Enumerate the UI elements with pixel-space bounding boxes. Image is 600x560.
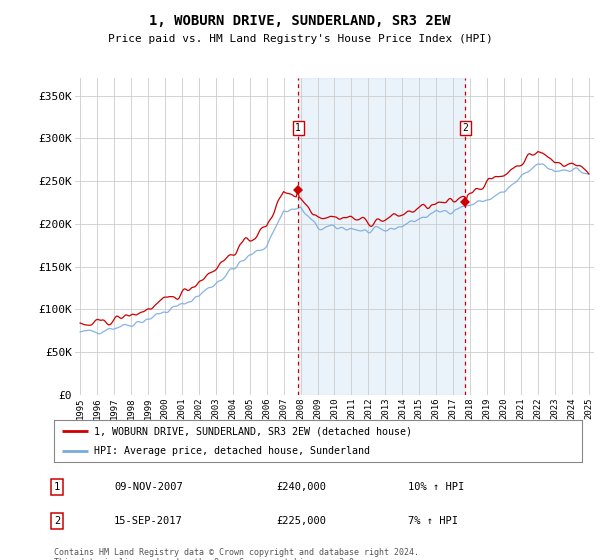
Text: 1, WOBURN DRIVE, SUNDERLAND, SR3 2EW: 1, WOBURN DRIVE, SUNDERLAND, SR3 2EW bbox=[149, 14, 451, 28]
Text: 2: 2 bbox=[463, 123, 468, 133]
Bar bbox=[298, 78, 465, 395]
Text: £240,000: £240,000 bbox=[276, 482, 326, 492]
Text: 2: 2 bbox=[54, 516, 60, 526]
Text: HPI: Average price, detached house, Sunderland: HPI: Average price, detached house, Sund… bbox=[94, 446, 370, 456]
Text: 1: 1 bbox=[295, 123, 301, 133]
Text: 09-NOV-2007: 09-NOV-2007 bbox=[114, 482, 183, 492]
Text: 7% ↑ HPI: 7% ↑ HPI bbox=[408, 516, 458, 526]
Text: Price paid vs. HM Land Registry's House Price Index (HPI): Price paid vs. HM Land Registry's House … bbox=[107, 34, 493, 44]
Text: 15-SEP-2017: 15-SEP-2017 bbox=[114, 516, 183, 526]
Text: Contains HM Land Registry data © Crown copyright and database right 2024.
This d: Contains HM Land Registry data © Crown c… bbox=[54, 548, 419, 560]
Text: 1: 1 bbox=[54, 482, 60, 492]
Text: £225,000: £225,000 bbox=[276, 516, 326, 526]
Text: 10% ↑ HPI: 10% ↑ HPI bbox=[408, 482, 464, 492]
Text: 1, WOBURN DRIVE, SUNDERLAND, SR3 2EW (detached house): 1, WOBURN DRIVE, SUNDERLAND, SR3 2EW (de… bbox=[94, 426, 412, 436]
